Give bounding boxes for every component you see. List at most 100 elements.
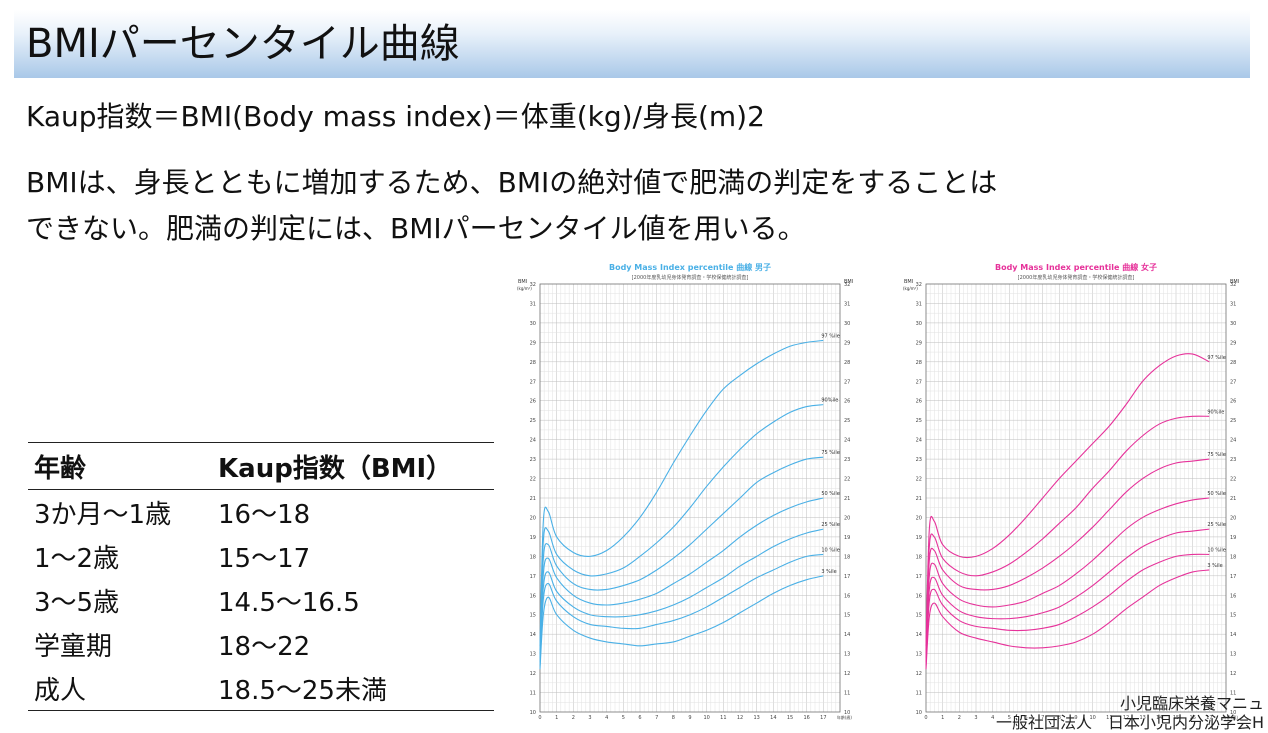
y-tick-label-right: 10 <box>844 710 850 716</box>
y-tick-label-right: 32 <box>1230 282 1236 288</box>
y-tick-label: 20 <box>530 515 536 521</box>
y-tick-label-right: 23 <box>1230 457 1236 463</box>
y-tick-label: 17 <box>530 574 536 580</box>
y-tick-label: 32 <box>530 282 536 288</box>
y-tick-label-right: 23 <box>844 457 850 463</box>
percentile-line <box>925 353 1210 646</box>
percentile-line <box>539 339 824 646</box>
x-tick-label: 13 <box>1139 715 1145 720</box>
y-tick-label: 11 <box>530 691 536 697</box>
series-label: 10 %ile <box>1207 547 1226 553</box>
y-tick-label: 14 <box>530 632 536 638</box>
y-tick-label: 19 <box>916 535 922 541</box>
y-tick-label: 21 <box>916 496 922 502</box>
x-tick-label: 4 <box>991 715 994 720</box>
y-tick-label-right: 17 <box>844 574 850 580</box>
x-tick-label: 14 <box>1156 715 1162 720</box>
table-row: 3〜5歳 14.5〜16.5 <box>28 578 494 622</box>
series-label: 90%ile <box>1207 409 1224 415</box>
percentile-line <box>925 458 1210 654</box>
y-tick-label: 29 <box>916 340 922 346</box>
x-tick-label: 2 <box>572 715 575 720</box>
y-tick-label-right: 21 <box>1230 496 1236 502</box>
kaup-index-table: 年齢 Kaup指数（BMI） 3か月〜1歳 16〜18 1〜2歳 15〜17 3〜5… <box>28 442 494 711</box>
y-tick-label-right: 25 <box>844 418 850 424</box>
y-tick-label: 31 <box>530 301 536 307</box>
x-tick-label: 16 <box>803 715 809 720</box>
series-label: 10 %ile <box>821 547 840 553</box>
percentile-line <box>539 575 824 670</box>
x-tick-label: 14 <box>770 715 776 720</box>
x-tick-label: 7 <box>1041 715 1044 720</box>
x-tick-label: 17 <box>1206 715 1212 720</box>
y-tick-label-right: 24 <box>844 438 850 444</box>
y-tick-label-right: 13 <box>1230 652 1236 658</box>
y-tick-label: 19 <box>530 535 536 541</box>
y-tick-label-right: 28 <box>844 360 850 366</box>
y-tick-label-right: 18 <box>1230 554 1236 560</box>
series-label: 25 %ile <box>821 522 840 528</box>
x-tick-label: 9 <box>1074 715 1077 720</box>
y-tick-label: 14 <box>916 632 922 638</box>
series-label: 3 %ile <box>821 569 836 575</box>
y-tick-label-right: 22 <box>1230 477 1236 483</box>
table-row: 1〜2歳 15〜17 <box>28 534 494 578</box>
plot-frame <box>925 283 1227 713</box>
y-tick-label: 10 <box>530 710 536 716</box>
series-label: 75 %ile <box>821 450 840 456</box>
percentile-line <box>925 553 1210 666</box>
percentile-line <box>539 497 824 658</box>
age-cell: 成人 <box>28 666 212 711</box>
y-tick-label-right: 30 <box>1230 321 1236 327</box>
percentile-line <box>925 497 1210 658</box>
y-tick-label: 25 <box>530 418 536 424</box>
header-age: 年齢 <box>28 442 212 490</box>
chart-title: Body Mass Index percentile 曲線 男子 <box>609 262 771 272</box>
y-tick-label: 21 <box>530 496 536 502</box>
y-tick-label: 22 <box>530 477 536 483</box>
series-label: 75 %ile <box>1207 452 1226 458</box>
y-tick-label-right: 16 <box>844 593 850 599</box>
y-tick-label-right: 12 <box>1230 671 1236 677</box>
table-row: 学童期 18〜22 <box>28 622 494 666</box>
y-tick-label-right: 21 <box>844 496 850 502</box>
source-credit-line-2: 一般社団法人 日本小児内分泌学会H <box>995 713 1264 732</box>
y-tick-label: 15 <box>916 613 922 619</box>
x-tick-label: 5 <box>622 715 625 720</box>
x-tick-label: 11 <box>720 715 726 720</box>
y-tick-label-right: 29 <box>844 340 850 346</box>
kaup-cell: 18〜22 <box>218 631 311 662</box>
x-tick-label: 10 <box>1089 715 1095 720</box>
y-tick-label: 13 <box>916 652 922 658</box>
x-tick-label: 13 <box>753 715 759 720</box>
x-tick-label: 17 <box>820 715 826 720</box>
table-row: 3か月〜1歳 16〜18 <box>28 490 494 535</box>
y-tick-label: 17 <box>916 574 922 580</box>
percentile-line <box>539 404 824 650</box>
x-tick-label: 9 <box>688 715 691 720</box>
x-tick-label: 12 <box>1123 715 1129 720</box>
plot-frame <box>539 283 841 713</box>
y-tick-label-right: 32 <box>844 282 850 288</box>
x-tick-label: 4 <box>605 715 608 720</box>
y-tick-label-right: 26 <box>844 399 850 405</box>
y-tick-label-right: 11 <box>1230 691 1236 697</box>
y-tick-label: 27 <box>530 379 536 385</box>
table-row: 成人 18.5〜25未満 <box>28 666 494 711</box>
x-tick-label: 11 <box>1106 715 1112 720</box>
kaup-cell: 14.5〜16.5 <box>218 587 360 618</box>
y-tick-label: 11 <box>916 691 922 697</box>
y-tick-label-right: 24 <box>1230 438 1236 444</box>
series-label: 97 %ile <box>821 333 840 339</box>
y-tick-label: 29 <box>530 340 536 346</box>
chart-subtitle: [2000年度乳幼児身体発育調査・学校保健統計調査] <box>632 274 749 281</box>
y-tick-label-right: 27 <box>844 379 850 385</box>
slide-title: BMIパーセンタイル曲線 <box>26 21 460 67</box>
y-tick-label: 26 <box>530 399 536 405</box>
y-tick-label-right: 25 <box>1230 418 1236 424</box>
y-tick-label: 30 <box>530 321 536 327</box>
age-cell: 1〜2歳 <box>34 543 120 574</box>
y-tick-label-right: 31 <box>1230 301 1236 307</box>
x-tick-label: 2 <box>958 715 961 720</box>
y-tick-label-right: 16 <box>1230 593 1236 599</box>
